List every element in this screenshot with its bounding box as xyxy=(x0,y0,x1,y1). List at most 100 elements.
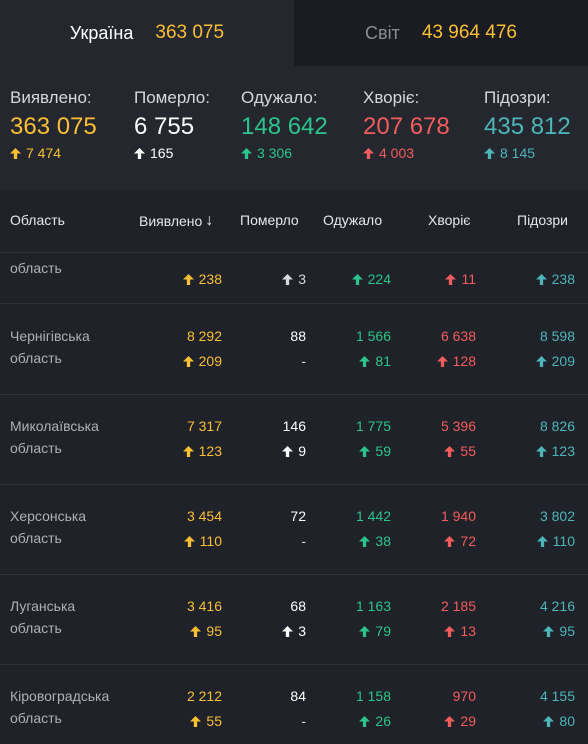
arrow-up-icon xyxy=(190,625,202,637)
column-header-detected-label: Виявлено xyxy=(139,213,203,229)
summary-panel: Виявлено: 363 075 7 474 Померло: 6 755 1… xyxy=(0,66,588,190)
column-header-died[interactable]: Померло xyxy=(240,212,299,228)
table-row[interactable]: область 238 3 224 11 238 xyxy=(0,254,588,304)
sick-delta-value: 55 xyxy=(460,443,476,459)
sick-delta-value: 11 xyxy=(461,271,476,287)
table-row[interactable]: Миколаївська область 7 317 123 146 9 1 7… xyxy=(0,395,588,485)
stat-detected-value: 363 075 xyxy=(10,113,97,140)
tab-world-value: 43 964 476 xyxy=(421,22,517,43)
stat-suspected-value: 435 812 xyxy=(484,113,571,140)
table-row[interactable]: Луганська область 3 416 95 68 3 1 163 79… xyxy=(0,575,588,665)
died-value: 84 xyxy=(290,688,306,704)
column-header-suspected[interactable]: Підозри xyxy=(517,212,568,228)
stat-died-delta: 165 xyxy=(134,144,210,162)
recovered-delta: 79 xyxy=(356,620,391,642)
stat-sick-value: 207 678 xyxy=(363,113,450,140)
table-body: область 238 3 224 11 238 Чернігівська об… xyxy=(0,254,588,744)
detected-delta-value: 123 xyxy=(198,443,222,459)
recovered-value: 1 442 xyxy=(355,508,391,524)
region-name: область xyxy=(10,257,130,279)
stat-sick-delta-value: 4 003 xyxy=(379,145,415,161)
sick-delta: 128 xyxy=(436,350,476,372)
sick-cell: 970 29 xyxy=(444,685,476,732)
column-header-detected[interactable]: Виявлено ↓ xyxy=(139,212,213,230)
sick-value: 5 396 xyxy=(440,418,476,434)
tab-ukraine[interactable]: Україна 363 075 xyxy=(0,0,294,66)
stat-detected-delta: 7 474 xyxy=(10,144,97,162)
suspected-delta: 123 xyxy=(535,440,575,462)
arrow-up-icon xyxy=(182,355,194,367)
detected-delta: 209 xyxy=(182,350,222,372)
tab-ukraine-value: 363 075 xyxy=(155,22,225,43)
arrow-up-icon xyxy=(182,445,194,457)
suspected-cell: 4 216 95 xyxy=(540,595,575,642)
tab-world[interactable]: Світ 43 964 476 xyxy=(294,0,588,66)
recovered-value: 1 566 xyxy=(355,328,391,344)
died-value: 68 xyxy=(290,598,306,614)
suspected-cell: 8 598 209 xyxy=(535,325,575,372)
suspected-value: 8 826 xyxy=(539,418,575,434)
table-row[interactable]: Чернігівська область 8 292 209 88 - 1 56… xyxy=(0,305,588,395)
arrow-up-icon xyxy=(444,715,456,727)
died-cell: 3 xyxy=(282,268,306,290)
arrow-up-icon xyxy=(282,625,294,637)
arrow-up-icon xyxy=(444,445,456,457)
detected-delta: 238 xyxy=(182,268,222,290)
suspected-delta: 95 xyxy=(540,620,575,642)
country-tabs: Україна 363 075 Світ 43 964 476 xyxy=(0,0,588,66)
recovered-delta: 81 xyxy=(356,350,391,372)
sick-delta: 29 xyxy=(444,710,476,732)
recovered-cell: 1 158 26 xyxy=(356,685,391,732)
suspected-delta-value: 123 xyxy=(551,443,575,459)
died-value: 146 xyxy=(282,418,306,434)
died-delta: 3 xyxy=(282,620,306,642)
stat-died-value: 6 755 xyxy=(134,113,195,140)
table-row[interactable]: Херсонська область 3 454 110 72 - 1 442 … xyxy=(0,485,588,575)
stat-recovered-delta: 3 306 xyxy=(241,144,328,162)
arrow-up-icon xyxy=(436,355,448,367)
table-header: Область Виявлено ↓ Померло Одужало Хворі… xyxy=(0,190,588,253)
died-delta-value: - xyxy=(301,533,306,549)
region-name: Кіровоградська область xyxy=(10,688,110,726)
recovered-value: 1 158 xyxy=(355,688,391,704)
region-name: Чернігівська область xyxy=(10,328,90,366)
sick-cell: 2 185 13 xyxy=(441,595,476,642)
recovered-value: 1 775 xyxy=(355,418,391,434)
stat-recovered-value: 148 642 xyxy=(241,113,328,140)
died-cell: 84 - xyxy=(290,685,306,732)
column-header-region[interactable]: Область xyxy=(10,212,65,228)
column-header-sick[interactable]: Хворіє xyxy=(428,212,471,228)
suspected-value: 4 155 xyxy=(539,688,575,704)
detected-cell: 8 292 209 xyxy=(182,325,222,372)
stat-recovered-label: Одужало: xyxy=(241,88,318,107)
sick-value: 2 185 xyxy=(440,598,476,614)
died-cell: 68 3 xyxy=(282,595,306,642)
arrow-up-icon xyxy=(445,273,457,285)
column-header-recovered[interactable]: Одужало xyxy=(323,212,383,228)
detected-delta-value: 238 xyxy=(198,271,222,287)
suspected-cell: 8 826 123 xyxy=(535,415,575,462)
tab-world-label: Світ xyxy=(365,22,400,43)
arrow-up-icon xyxy=(535,355,547,367)
arrow-up-icon xyxy=(536,535,548,547)
stat-detected-label: Виявлено: xyxy=(10,88,92,107)
detected-cell: 2 212 55 xyxy=(187,685,222,732)
suspected-cell: 4 155 80 xyxy=(540,685,575,732)
arrow-up-icon xyxy=(535,445,547,457)
sick-value: 1 940 xyxy=(440,508,476,524)
tab-ukraine-label: Україна xyxy=(69,22,134,43)
arrow-up-icon xyxy=(351,273,363,285)
died-delta-value: 3 xyxy=(298,271,306,287)
died-delta-value: - xyxy=(301,353,306,369)
stat-detected: Виявлено: 363 075 7 474 xyxy=(10,88,97,162)
arrow-up-icon xyxy=(359,715,371,727)
stat-died-label: Померло: xyxy=(134,88,210,107)
sick-delta: 55 xyxy=(441,440,476,462)
stat-recovered-delta-value: 3 306 xyxy=(257,145,293,161)
recovered-delta-value: 26 xyxy=(375,713,391,729)
sick-cell: 5 396 55 xyxy=(441,415,476,462)
recovered-value: 1 163 xyxy=(355,598,391,614)
died-cell: 72 - xyxy=(290,505,306,552)
table-row[interactable]: Кіровоградська область 2 212 55 84 - 1 1… xyxy=(0,665,588,744)
sort-down-icon: ↓ xyxy=(205,212,214,229)
